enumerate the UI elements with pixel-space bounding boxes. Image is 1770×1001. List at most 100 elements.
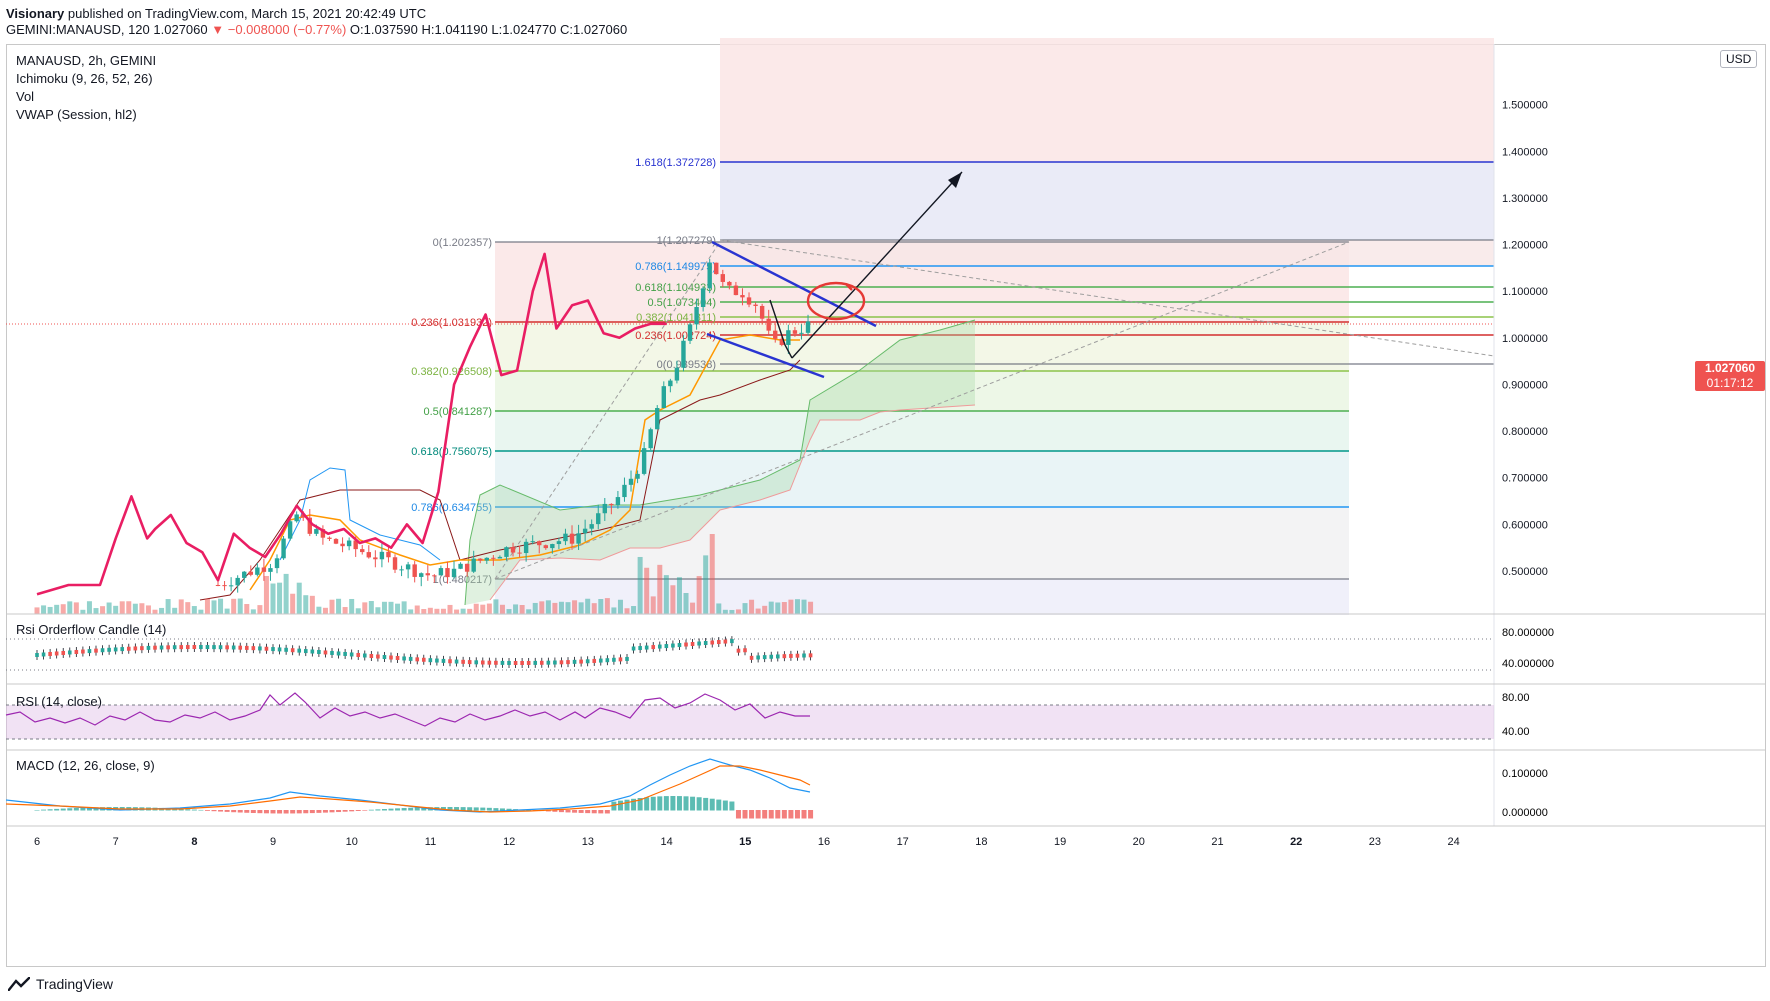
- rof-body: [244, 645, 249, 650]
- volume-bar: [126, 601, 132, 614]
- rof-body: [54, 651, 59, 656]
- rof-body: [421, 657, 426, 662]
- rof-body: [690, 642, 695, 647]
- rof-body: [461, 659, 465, 664]
- volume-bar: [447, 604, 453, 614]
- candle-body: [753, 304, 758, 306]
- time-tick: 16: [818, 836, 830, 848]
- rof-body: [277, 647, 282, 652]
- macd-bar: [788, 810, 794, 819]
- volume-bar: [296, 582, 302, 614]
- macd-bar: [768, 810, 774, 819]
- candle-body: [373, 557, 378, 560]
- macd-bar: [480, 807, 486, 811]
- ext-label-0618: 0.618(1.104933): [635, 282, 716, 294]
- macd-bar: [336, 810, 342, 813]
- candle-body: [333, 538, 339, 544]
- rof-body: [592, 658, 597, 663]
- macd-bar: [34, 810, 40, 811]
- macd-bar: [218, 810, 224, 812]
- macd-bar: [749, 810, 755, 819]
- rof-body: [671, 643, 675, 648]
- volume-bar: [185, 602, 191, 614]
- legend-title[interactable]: MANAUSD, 2h, GEMINI: [16, 53, 157, 68]
- price-axis[interactable]: 1.500000 1.400000 1.300000 1.200000 1.100000…: [1502, 100, 1548, 578]
- volume-bar: [454, 609, 460, 614]
- volume-bar: [231, 598, 237, 614]
- macd-bar: [237, 810, 243, 813]
- fib-label-0: 0(1.202357): [433, 237, 492, 249]
- rof-body: [782, 654, 787, 659]
- legend-vwap[interactable]: VWAP (Session, hl2): [16, 107, 137, 122]
- macd-bar: [395, 808, 401, 811]
- volume-bar: [768, 601, 774, 614]
- down-arrow-icon: ▼: [211, 22, 225, 37]
- rof-body: [153, 645, 157, 650]
- rof-body: [166, 645, 170, 650]
- rof-body: [657, 644, 662, 649]
- candle-body: [687, 324, 693, 341]
- macd-bar: [808, 810, 814, 819]
- time-tick: 18: [975, 836, 987, 848]
- rsi-orderflow-title[interactable]: Rsi Orderflow Candle (14): [16, 622, 167, 637]
- rof-body: [258, 646, 262, 651]
- author-name[interactable]: Visionary: [6, 6, 65, 21]
- rof-body: [520, 660, 524, 665]
- rof-body: [579, 659, 583, 664]
- rof-body: [107, 647, 111, 652]
- time-axis[interactable]: 6 7 8 9 10 11 12 13 14 15 16 17 18 19 20 21 22 23 24: [34, 836, 1460, 848]
- volume-bar: [34, 607, 40, 614]
- volume-bar: [303, 595, 309, 614]
- candle-body: [497, 556, 503, 559]
- rof-body: [113, 647, 118, 652]
- candle-body: [674, 367, 680, 381]
- macd-title[interactable]: MACD (12, 26, close, 9): [16, 758, 155, 773]
- time-tick: 20: [1133, 836, 1145, 848]
- rof-body: [664, 644, 669, 649]
- volume-bar: [349, 598, 355, 614]
- candle-body: [714, 262, 719, 275]
- price-tag-countdown: 01:17:12: [1706, 376, 1754, 390]
- volume-bar: [808, 601, 814, 614]
- signal-line: [5, 765, 811, 813]
- price-tick: 1.100000: [1502, 286, 1548, 298]
- macd-bar: [493, 808, 499, 811]
- currency-badge[interactable]: USD: [1720, 50, 1758, 68]
- rof-body: [644, 645, 649, 650]
- rof-body: [749, 655, 754, 660]
- ext-label-1: 1(1.207279): [657, 235, 716, 247]
- rof-body: [376, 654, 380, 659]
- macd-bar: [473, 807, 479, 811]
- rof-body: [382, 655, 387, 660]
- macd-bar: [755, 810, 761, 819]
- macd-bar: [401, 808, 407, 811]
- legend-ichimoku[interactable]: Ichimoku (9, 26, 52, 26): [16, 71, 153, 86]
- macd-bar: [552, 810, 558, 812]
- candle-body: [307, 517, 312, 534]
- volume-bar: [401, 601, 407, 614]
- macd-tick-0: 0.000000: [1502, 807, 1548, 819]
- time-tick: 6: [34, 836, 40, 848]
- candle-body: [235, 577, 240, 586]
- rsi-title[interactable]: RSI (14, close): [16, 694, 102, 709]
- legend-volume[interactable]: Vol: [16, 89, 35, 104]
- macd-bar: [486, 807, 492, 811]
- macd-bar: [296, 810, 302, 814]
- rof-body: [743, 648, 747, 653]
- rof-body: [61, 650, 66, 655]
- volume-bar: [480, 604, 486, 614]
- ext-label-0: 0(0.939538): [657, 359, 716, 371]
- volume-bars: [34, 534, 814, 614]
- rof-body: [775, 654, 780, 659]
- rof-body: [585, 659, 590, 664]
- macd-bar: [598, 810, 604, 814]
- macd-bar: [198, 809, 204, 811]
- macd-bar: [670, 796, 676, 811]
- macd-bar: [362, 810, 368, 811]
- volume-bar: [145, 605, 151, 614]
- volume-bar: [578, 602, 584, 614]
- rof-body: [271, 647, 275, 652]
- tradingview-brand[interactable]: TradingView: [7, 976, 113, 992]
- rof-body: [140, 646, 144, 651]
